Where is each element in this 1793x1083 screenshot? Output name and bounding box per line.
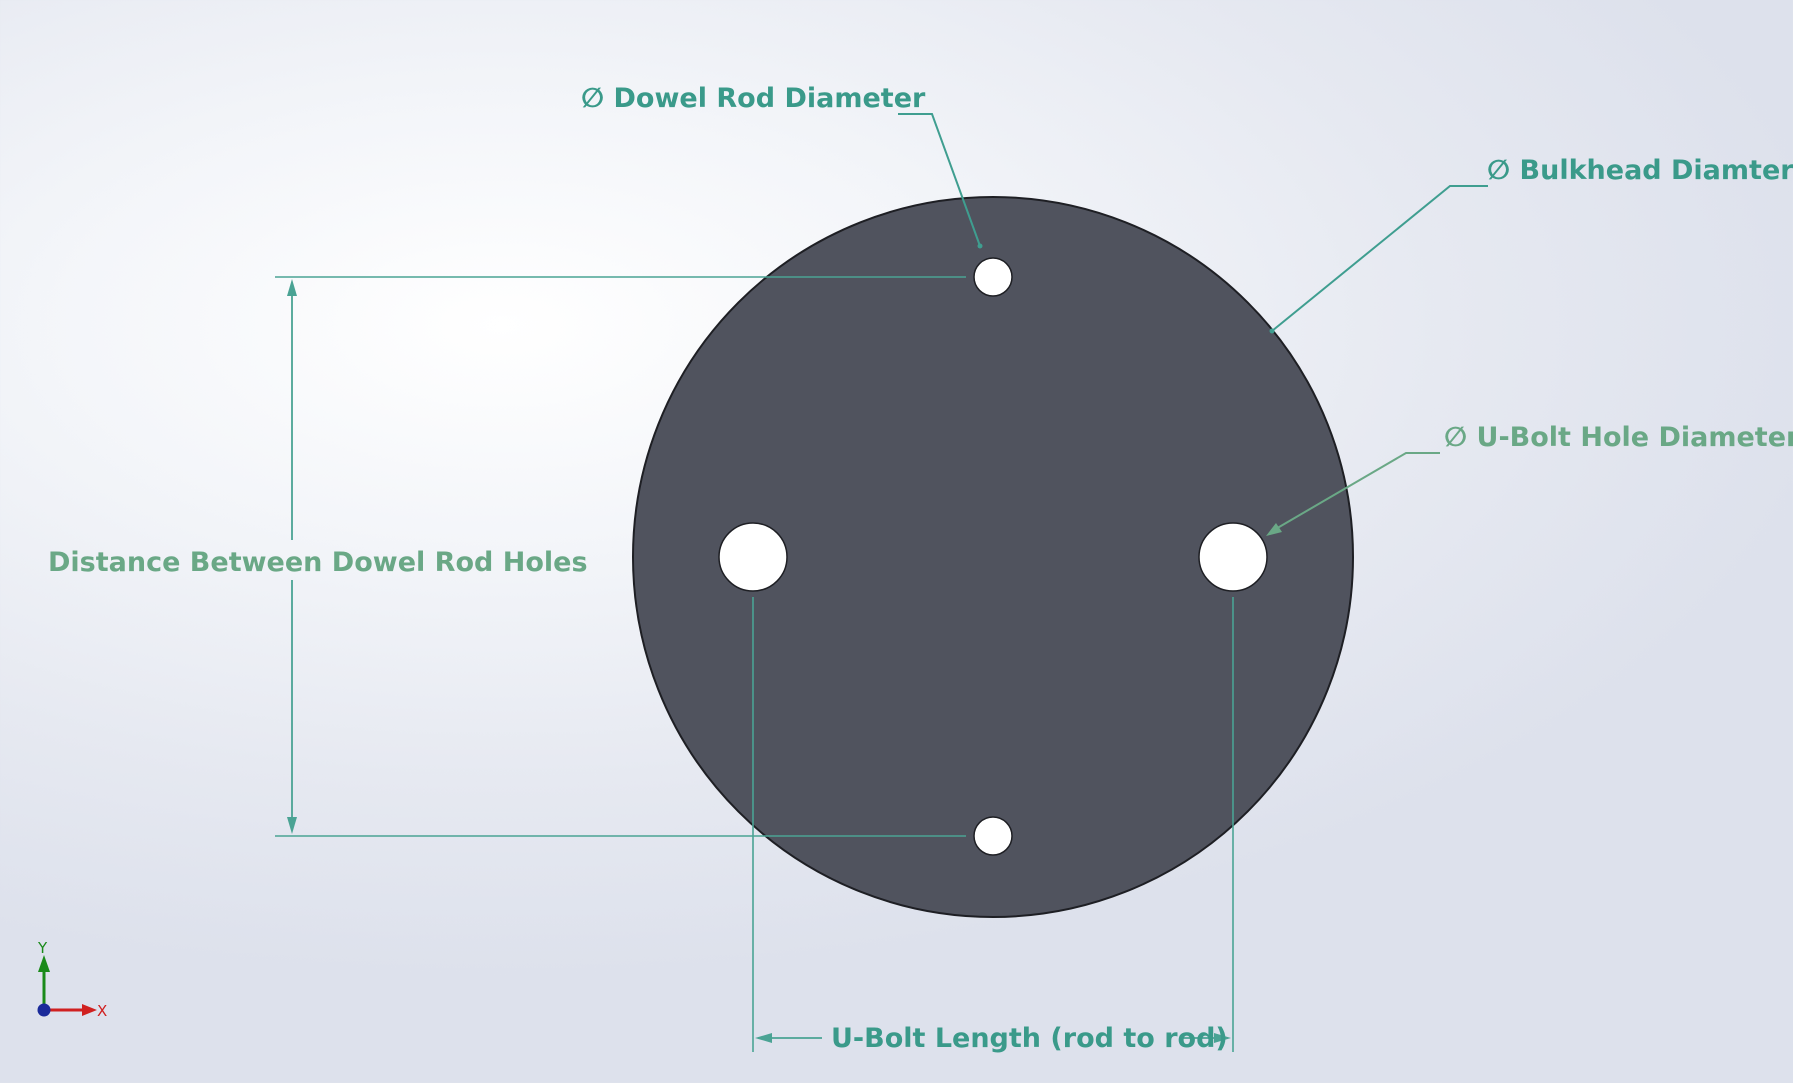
triad-y-label: Y [37,939,48,957]
leader-dot-dowel [977,243,983,249]
leader-line-dowel [898,113,981,247]
leader-line-bulkhead [1271,185,1488,332]
callout-label-bulkhead-diameter: ∅ Bulkhead Diamter [1487,155,1793,186]
leader-arrow-icon [1266,523,1282,536]
dimension-u-bolt-length[interactable]: U-Bolt Length (rod to rod) [752,597,1234,1054]
coordinate-triad[interactable]: Y X [37,939,107,1020]
callout-u-bolt-hole-diameter[interactable]: ∅ U-Bolt Hole Diameter [1266,422,1793,536]
arrowhead-down-icon [287,817,297,834]
dimension-distance-between-dowel-rod-holes[interactable]: Distance Between Dowel Rod Holes [48,276,966,837]
dimension-label-distance-dowel-holes: Distance Between Dowel Rod Holes [48,547,588,578]
arrowhead-left-icon [755,1033,772,1043]
bulkhead-disc[interactable] [632,196,1354,918]
dowel-rod-hole-top[interactable] [973,257,1013,297]
arrowhead-right-icon [1214,1033,1231,1043]
x-axis-arrowhead-icon [82,1004,97,1016]
callout-label-dowel-rod-diameter: ∅ Dowel Rod Diameter [581,83,926,114]
triad-origin-icon [37,1003,51,1017]
callout-label-u-bolt-hole-diameter: ∅ U-Bolt Hole Diameter [1444,422,1793,453]
callout-bulkhead-diameter[interactable]: ∅ Bulkhead Diamter [1269,155,1793,334]
dowel-rod-hole-bottom[interactable] [973,816,1013,856]
triad-x-label: X [97,1002,107,1020]
callout-dowel-rod-diameter[interactable]: ∅ Dowel Rod Diameter [581,83,983,249]
y-axis-arrowhead-icon [38,955,50,972]
u-bolt-hole-right[interactable] [1198,522,1268,592]
leader-dot-bulkhead [1269,328,1275,334]
arrowhead-up-icon [287,279,297,296]
dimension-label-u-bolt-length: U-Bolt Length (rod to rod) [831,1023,1228,1054]
leader-line-u-bolt-hole [1273,452,1440,531]
u-bolt-hole-left[interactable] [718,522,788,592]
